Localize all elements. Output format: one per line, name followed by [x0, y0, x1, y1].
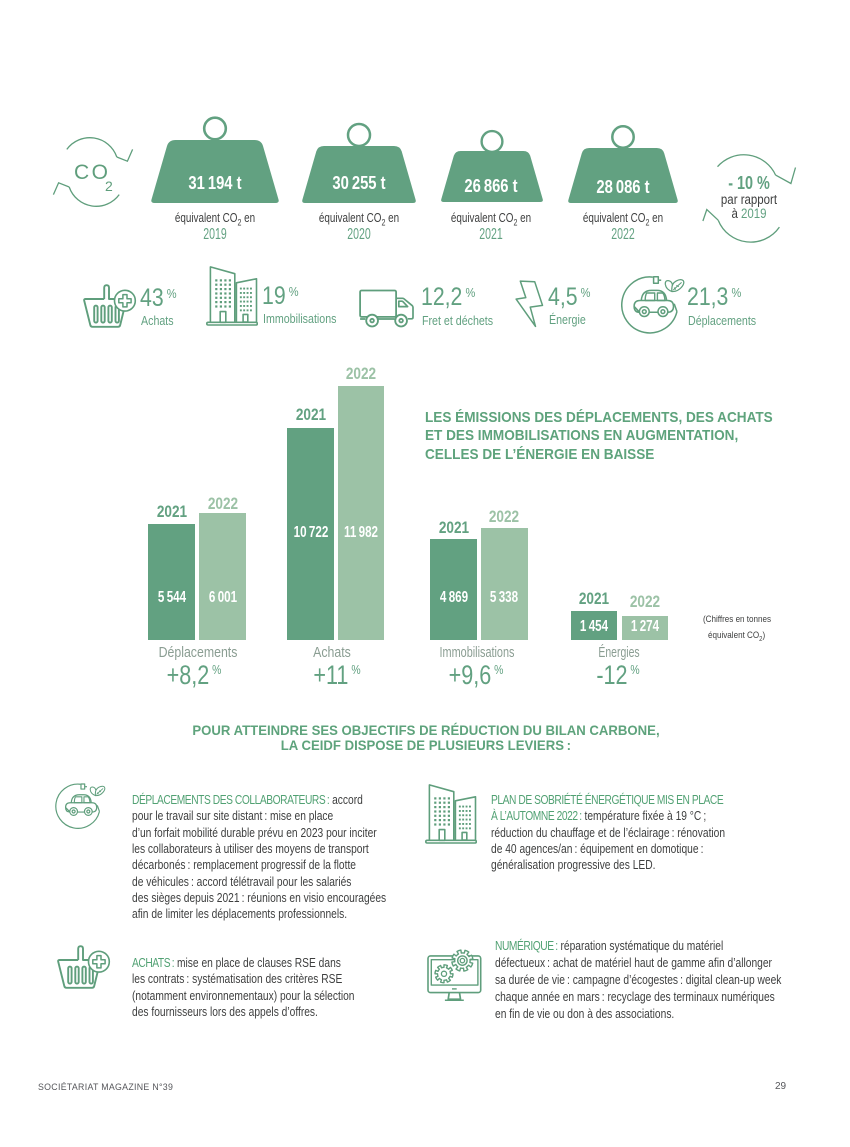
svg-text:CO: CO: [74, 161, 111, 184]
svg-text:2: 2: [105, 178, 113, 194]
